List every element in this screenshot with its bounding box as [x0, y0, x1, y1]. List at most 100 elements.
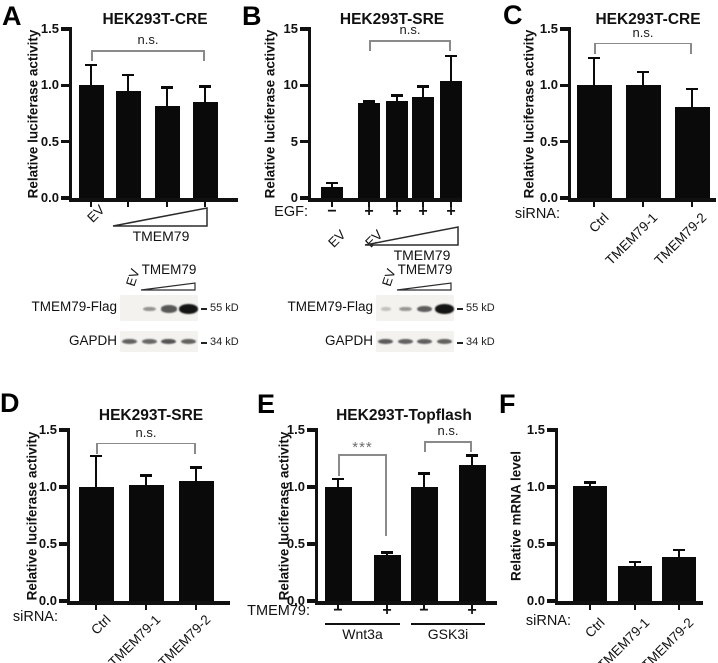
F-ytick-label: 1.5: [526, 422, 545, 437]
E-group-label-0: Wnt3a: [342, 626, 383, 642]
A-y-axis-label: Relative luciferase activity: [25, 29, 41, 198]
blot-A-row-label-1: GAPDH: [68, 332, 117, 348]
E-sig-bracket: [424, 441, 472, 444]
E-cond-value-3: +: [467, 602, 477, 619]
F-y-axis: [554, 428, 558, 601]
E-sig-bracket: [338, 453, 387, 456]
A-xtick-0: [89, 201, 93, 208]
E-cond-value-1: +: [382, 602, 392, 619]
D-y-axis-label: Relative luciferase activity: [24, 431, 40, 600]
E-error-cap-3: [466, 454, 478, 457]
E-sig-label: n.s.: [437, 423, 459, 439]
D-ytick-label: 0.0: [38, 593, 57, 608]
B-cond-value-0: −: [327, 203, 337, 220]
E-ytick: [307, 485, 315, 489]
C-ytick: [560, 196, 568, 200]
D-bar-2: [178, 481, 214, 601]
blot-A-strip-1: [120, 331, 198, 352]
E-xtick-0: [336, 604, 340, 611]
B-error-cap-3: [417, 85, 429, 88]
F-bar-0: [573, 485, 607, 601]
A-error-bar-2: [166, 87, 168, 108]
D-error-bar-2: [195, 467, 197, 484]
E-sig-bracket-arm-right: [385, 453, 387, 537]
D-chart-title: HEK293T-SRE: [98, 407, 204, 424]
blot-A-band-0-3: [178, 304, 198, 314]
A-chart-title: HEK293T-CRE: [102, 11, 208, 28]
A-ytick: [61, 27, 69, 31]
E-group-line-0: [325, 623, 400, 625]
F-ytick: [547, 542, 555, 546]
E-error-bar-0: [337, 479, 339, 489]
E-ytick-label: 1.0: [286, 479, 305, 494]
blot-B-row-label-0: TMEM79-Flag: [287, 299, 373, 314]
F-error-bar-0: [589, 482, 591, 488]
D-ytick: [59, 542, 67, 546]
blot-B-marker-label-0: 55 kD: [466, 302, 495, 314]
C-xcat-label-1: TMEM79-1: [602, 210, 661, 268]
F-xcat-label-0: Ctrl: [582, 615, 608, 641]
C-sig-bracket-arm-left: [594, 42, 596, 54]
D-sig-bracket-arm-left: [96, 442, 98, 454]
blot-B-marker-dash-0: [457, 308, 463, 310]
B-error-bar-3: [422, 86, 424, 100]
C-bar-2: [674, 106, 710, 198]
A-dose-wedge-icon: [112, 207, 208, 227]
E-xtick-1: [385, 604, 389, 611]
blot-A-marker-dash-0: [201, 308, 207, 310]
D-error-cap-2: [190, 466, 202, 469]
E-y-axis-label: Relative luciferase activity: [276, 431, 292, 600]
B-error-bar-4: [450, 56, 452, 83]
C-ytick: [560, 140, 568, 144]
B-y-axis: [307, 27, 311, 198]
E-cond-row-label: TMEM79:: [247, 603, 310, 619]
B-ytick: [300, 27, 308, 31]
E-sig-bracket-arm-right: [470, 441, 472, 453]
blot-A-lane-label-wedge: TMEM79: [141, 262, 197, 277]
C-xtick-1: [641, 201, 645, 208]
D-ytick-label: 1.5: [38, 422, 57, 437]
D-ytick: [59, 428, 67, 432]
F-ytick-label: 0.5: [526, 536, 545, 551]
blot-A-band-1-0: [122, 338, 138, 345]
C-xcat-label-0: Ctrl: [586, 210, 612, 236]
A-ytick: [61, 83, 69, 87]
C-ytick-label: 0.0: [539, 190, 558, 205]
F-xtick-2: [677, 604, 681, 611]
F-ytick: [547, 485, 555, 489]
B-bar-label-0: EV: [325, 227, 349, 251]
blot-B-band-0-3: [434, 304, 454, 314]
F-error-cap-2: [673, 549, 685, 552]
E-bar-0: [324, 487, 352, 601]
panel-letter-d: D: [0, 388, 20, 418]
D-bar-0: [78, 487, 114, 601]
B-ytick: [300, 83, 308, 87]
panel-letter-e: E: [257, 389, 276, 419]
D-error-cap-0: [90, 455, 102, 458]
C-ytick: [560, 83, 568, 87]
B-error-bar-1: [368, 101, 370, 106]
A-ytick-label: 0.0: [40, 190, 59, 205]
C-error-cap-1: [637, 70, 649, 73]
A-xtick-3: [203, 201, 207, 208]
panel-letter-a: A: [2, 1, 22, 31]
F-bar-1: [618, 565, 652, 601]
C-ytick-label: 1.0: [539, 77, 558, 93]
blot-B-lane-label-wedge: TMEM79: [397, 262, 453, 277]
C-error-cap-0: [588, 57, 600, 60]
blot-B-marker-dash-1: [457, 342, 463, 344]
B-cond-value-4: +: [446, 203, 456, 220]
A-wedge-label: TMEM79: [132, 228, 190, 244]
E-error-cap-0: [332, 477, 344, 481]
blot-B-band-1-0: [378, 338, 394, 345]
B-sig-label: n.s.: [399, 22, 421, 38]
A-error-bar-0: [90, 65, 92, 88]
E-ytick: [307, 599, 315, 603]
A-error-cap-3: [199, 85, 211, 88]
panel-letter-c: C: [503, 0, 523, 30]
B-bar-1: [358, 103, 380, 198]
A-xtick-1: [126, 201, 130, 208]
B-ytick-label: 5: [290, 133, 298, 149]
A-x-axis: [68, 198, 238, 202]
A-error-bar-3: [204, 86, 206, 105]
